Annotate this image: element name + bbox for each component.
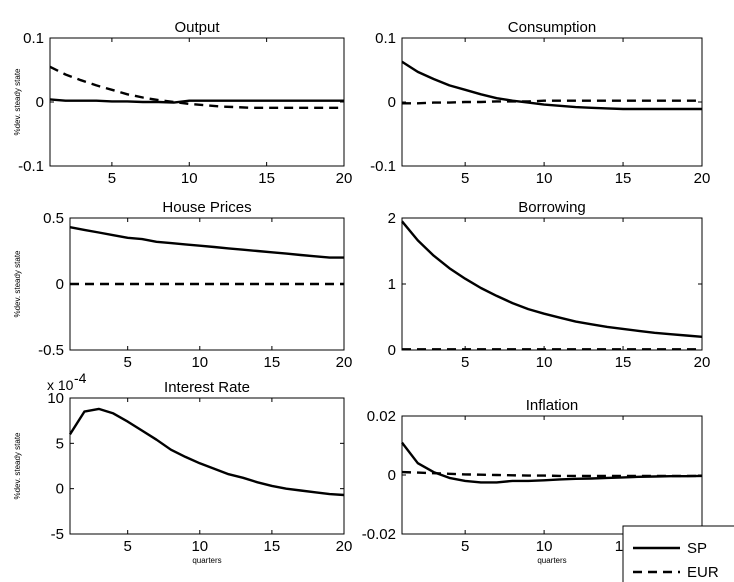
axes-box xyxy=(401,217,703,351)
y-tick-label: -0.1 xyxy=(18,158,44,175)
y-tick-label: 10 xyxy=(47,390,64,407)
panel-house-prices: 5 10 15 20 -0.5 0 0.5 House Prices %dev. steady … xyxy=(13,199,352,371)
x-tick-label: 15 xyxy=(615,354,632,371)
y-axis-label: %dev. steady state xyxy=(13,250,22,318)
series-line-solid xyxy=(49,98,344,104)
y-axis-label: %dev. steady state xyxy=(13,68,22,136)
y-tick-label: -0.1 xyxy=(370,158,396,175)
x-tick-label: 5 xyxy=(108,170,116,187)
legend-label: SP xyxy=(687,540,707,557)
x-tick-label: 5 xyxy=(124,354,132,371)
y-tick-label: 1 xyxy=(388,276,396,293)
y-tick-label: 2 xyxy=(388,210,396,227)
panel-title: Consumption xyxy=(508,19,596,36)
x-tick-label: 20 xyxy=(336,170,353,187)
x-tick-label: 20 xyxy=(336,354,353,371)
x-tick-label: 10 xyxy=(536,538,553,555)
panel-title: House Prices xyxy=(162,199,251,216)
x-tick-label: 10 xyxy=(536,170,553,187)
y-tick-label: 0.5 xyxy=(43,210,64,227)
x-tick-label: 15 xyxy=(264,538,281,555)
legend-label: EUR xyxy=(687,564,719,581)
y-tick-label: 0 xyxy=(388,467,396,484)
series-line-solid xyxy=(68,407,345,497)
y-tick-label: 0.1 xyxy=(23,30,44,47)
x-tick-label: 20 xyxy=(694,170,711,187)
x-tick-label: 10 xyxy=(536,354,553,371)
x-tick-label: 10 xyxy=(191,354,208,371)
x-axis-label: quarters xyxy=(537,556,566,565)
y-tick-label: 0 xyxy=(36,94,44,111)
y-tick-label: 0.1 xyxy=(375,30,396,47)
y-tick-label: -5 xyxy=(51,526,64,543)
panel-title: Borrowing xyxy=(518,199,586,216)
panel-title: Output xyxy=(174,19,220,36)
panel-title: Inflation xyxy=(526,397,579,414)
x-axis-label: quarters xyxy=(192,556,221,565)
axis-multiplier: x 10 xyxy=(47,377,74,393)
x-tick-label: 10 xyxy=(191,538,208,555)
y-tick-label: 0 xyxy=(388,94,396,111)
y-tick-label: 0 xyxy=(56,481,64,498)
y-tick-label: -0.5 xyxy=(38,342,64,359)
panel-borrowing: 5 10 15 20 0 1 2 Borrowing xyxy=(388,199,711,371)
x-tick-label: 5 xyxy=(461,538,469,555)
y-axis-label: %dev. steady state xyxy=(13,432,22,500)
x-tick-label: 20 xyxy=(336,538,353,555)
series-line-solid xyxy=(401,60,702,111)
panel-interest-rate: 5 10 15 20 -5 0 5 10 Interest Rate %dev. steady s… xyxy=(13,370,352,565)
y-tick-label: 0 xyxy=(388,342,396,359)
axis-exponent: -4 xyxy=(74,370,87,386)
series-line-solid xyxy=(401,220,703,338)
panel-consumption: 5 10 15 20 -0.1 0 0.1 Consumption xyxy=(370,19,710,187)
x-tick-label: 20 xyxy=(694,354,711,371)
x-tick-label: 5 xyxy=(461,170,469,187)
panel-output: 5 10 15 20 -0.1 0 0.1 Output %dev. steady state xyxy=(13,19,352,187)
x-tick-label: 5 xyxy=(461,354,469,371)
y-tick-label: 5 xyxy=(56,435,64,452)
x-tick-label: 15 xyxy=(615,170,632,187)
series-line-dashed xyxy=(49,65,344,110)
y-tick-label: -0.02 xyxy=(362,526,396,543)
x-tick-label: 15 xyxy=(258,170,275,187)
y-tick-label: 0 xyxy=(56,276,64,293)
axes-box xyxy=(49,37,345,167)
series-line-solid xyxy=(69,226,344,259)
series-line-dashed xyxy=(402,99,702,105)
legend: SP EUR xyxy=(622,525,734,582)
y-tick-label: 0.02 xyxy=(367,408,396,425)
x-tick-label: 10 xyxy=(181,170,198,187)
axes-box xyxy=(69,397,345,535)
panel-title: Interest Rate xyxy=(164,379,250,396)
series-line-dashed xyxy=(401,470,702,478)
series-line-solid xyxy=(401,441,703,484)
x-tick-label: 5 xyxy=(124,538,132,555)
x-tick-label: 15 xyxy=(264,354,281,371)
